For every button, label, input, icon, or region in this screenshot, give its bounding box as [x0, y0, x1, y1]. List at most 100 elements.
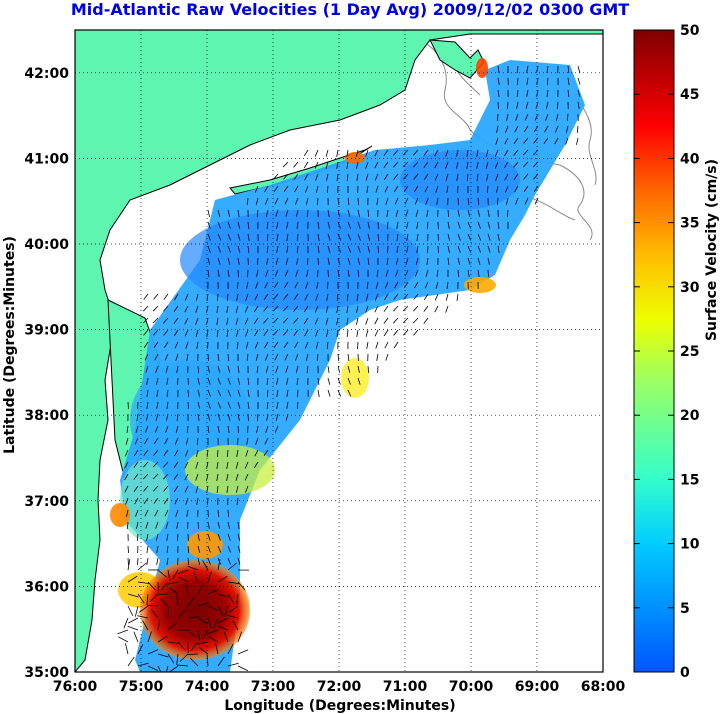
- velocity-vector: [304, 329, 309, 337]
- velocity-vector: [396, 245, 399, 253]
- velocity-vector: [327, 209, 330, 217]
- velocity-vector: [393, 173, 399, 180]
- velocity-vector: [394, 197, 399, 205]
- velocity-vector: [477, 269, 480, 277]
- velocity-vector: [522, 161, 529, 168]
- y-tick-label: 37:00: [24, 494, 69, 510]
- velocity-vector: [374, 305, 379, 313]
- velocity-vector: [567, 77, 570, 85]
- velocity-vector: [505, 185, 509, 193]
- velocity-vector: [414, 197, 419, 205]
- velocity-vector: [216, 485, 219, 493]
- velocity-vector: [207, 389, 211, 397]
- velocity-vector: [147, 631, 152, 643]
- velocity-vector: [416, 233, 419, 241]
- velocity-vector: [296, 233, 299, 242]
- velocity-vector: [356, 293, 359, 301]
- velocity-vector: [159, 598, 169, 607]
- velocity-vector: [136, 413, 139, 421]
- velocity-vector: [146, 533, 149, 541]
- velocity-vector: [223, 631, 229, 643]
- velocity-vector: [413, 185, 419, 193]
- velocity-vector: [506, 209, 509, 218]
- velocity-vector: [306, 269, 309, 277]
- velocity-vector: [264, 353, 269, 361]
- velocity-vector: [185, 437, 189, 445]
- velocity-vector: [327, 377, 331, 385]
- velocity-vector: [383, 317, 389, 324]
- velocity-vector: [294, 281, 299, 289]
- velocity-vector: [232, 620, 239, 631]
- velocity-vector: [217, 245, 222, 253]
- velocity-vector: [276, 221, 279, 229]
- velocity-vector: [486, 185, 489, 194]
- velocity-vector: [237, 533, 241, 541]
- velocity-vector: [235, 305, 239, 313]
- velocity-vector: [304, 293, 309, 301]
- velocity-vector: [237, 413, 240, 421]
- velocity-vector: [296, 257, 299, 265]
- velocity-vector: [526, 89, 529, 97]
- velocity-vector: [256, 365, 259, 373]
- velocity-vector: [274, 425, 279, 433]
- velocity-vector: [293, 161, 299, 168]
- velocity-vector: [445, 305, 449, 313]
- velocity-vector: [275, 209, 279, 217]
- velocity-vector: [347, 353, 350, 361]
- velocity-vector: [413, 329, 419, 336]
- velocity-vector: [436, 197, 439, 205]
- velocity-vector: [227, 257, 231, 265]
- velocity-vector: [207, 401, 211, 409]
- velocity-vector: [157, 569, 167, 578]
- velocity-field: [110, 58, 585, 672]
- velocity-vector: [195, 305, 199, 313]
- velocity-vector: [127, 521, 129, 530]
- velocity-vector: [306, 365, 309, 373]
- velocity-vector: [154, 353, 159, 361]
- velocity-vector: [146, 401, 149, 409]
- velocity-vector: [285, 257, 289, 265]
- velocity-vector: [283, 185, 289, 193]
- velocity-vector: [255, 353, 259, 361]
- velocity-vector: [304, 173, 309, 181]
- velocity-vector: [164, 509, 169, 517]
- velocity-vector: [383, 329, 389, 337]
- velocity-vector: [494, 149, 499, 157]
- velocity-vector: [216, 293, 219, 302]
- velocity-vector: [534, 113, 539, 121]
- velocity-vector: [327, 221, 331, 229]
- velocity-vector: [497, 65, 500, 73]
- velocity-vector: [326, 329, 329, 337]
- velocity-vector: [545, 113, 549, 121]
- velocity-vector: [195, 473, 199, 481]
- velocity-vector: [286, 233, 289, 241]
- velocity-vector: [135, 425, 139, 433]
- velocity-vector: [416, 221, 419, 229]
- velocity-vector: [184, 293, 189, 301]
- velocity-vector: [356, 161, 359, 169]
- velocity-vector: [375, 281, 379, 289]
- velocity-vector: [216, 329, 219, 337]
- velocity-vector: [296, 221, 299, 229]
- velocity-vector: [317, 377, 320, 385]
- velocity-vector: [543, 137, 549, 144]
- velocity-vector: [467, 209, 471, 217]
- velocity-vector: [187, 629, 197, 638]
- velocity-vector: [184, 461, 189, 469]
- velocity-vector: [264, 437, 269, 445]
- velocity-vector: [134, 497, 139, 505]
- y-tick-label: 36:00: [24, 579, 69, 595]
- velocity-vector: [393, 293, 399, 300]
- velocity-vector: [447, 245, 450, 253]
- velocity-vector: [265, 425, 269, 433]
- y-axis-label: Latitude (Degrees:Minutes): [2, 236, 18, 454]
- velocity-vector: [487, 269, 489, 278]
- velocity-vector: [137, 401, 139, 410]
- velocity-vector: [347, 245, 352, 253]
- velocity-vector: [315, 185, 319, 193]
- velocity-vector: [244, 305, 249, 313]
- velocity-vector: [272, 305, 279, 312]
- velocity-vector: [393, 341, 399, 349]
- velocity-vector: [497, 233, 500, 241]
- velocity-vector: [356, 329, 359, 337]
